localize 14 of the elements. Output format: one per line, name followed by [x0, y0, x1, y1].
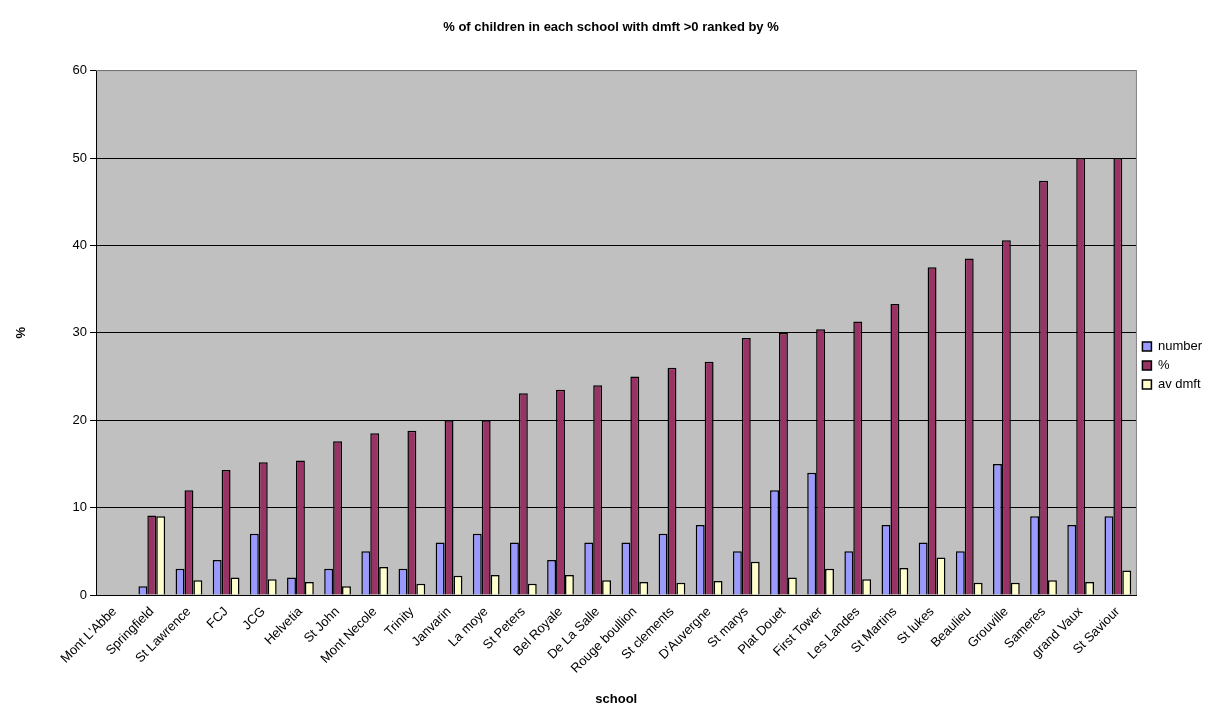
x-axis-title: school [595, 690, 638, 706]
y-tick-label: 30 [72, 324, 88, 340]
x-tick-label: FCJ [203, 603, 231, 632]
legend-label: number [1157, 338, 1203, 354]
y-tick-label: 0 [79, 586, 88, 602]
y-axis-title: % [13, 326, 29, 339]
legend-label: av dmft [1157, 376, 1201, 392]
y-tick-label: 60 [72, 62, 88, 78]
legend-label: % [1157, 357, 1170, 373]
y-tick-label: 50 [72, 149, 88, 165]
y-tick-label: 40 [72, 236, 88, 252]
y-tick-label: 10 [72, 499, 88, 515]
y-tick-label: 20 [72, 411, 88, 427]
chart-title: % of children in each school with dmft >0 ranked by % [443, 19, 780, 35]
